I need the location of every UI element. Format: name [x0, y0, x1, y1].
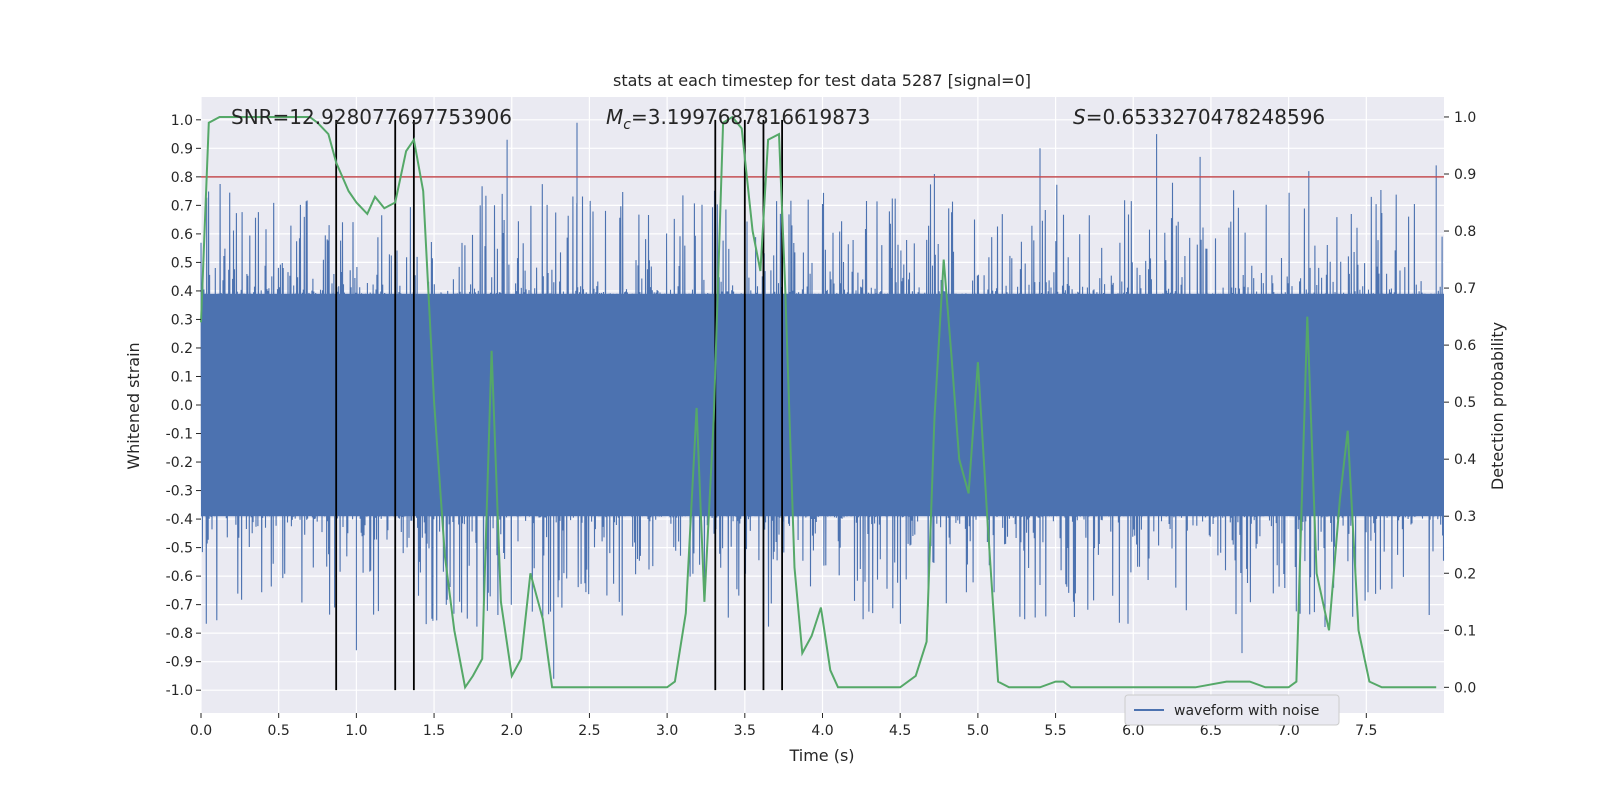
x-tick-label: 1.0 [345, 723, 367, 739]
y-left-tick-label: 0.8 [171, 170, 193, 186]
y-right-tick-label: 1.0 [1454, 110, 1476, 126]
y-axis-left-ticks: 1.0 0.9 0.8 0.7 0.6 0.5 0.4 0.3 0.2 0.1 0.0 -0.1 -0.… [166, 113, 201, 699]
mc-symbol: M [606, 105, 623, 129]
snr-annotation: SNR=12.928077697753906 [231, 105, 512, 129]
y-right-tick-label: 0.0 [1454, 680, 1476, 696]
y-left-tick-label: 0.2 [171, 341, 193, 357]
y-left-tick-label: -0.6 [166, 569, 193, 585]
x-tick-label: 7.5 [1355, 723, 1377, 739]
x-tick-label: 0.0 [190, 723, 212, 739]
x-tick-label: 2.0 [501, 723, 523, 739]
detection-probability-series [200, 115, 1437, 690]
y-axis-left-label: Whitened strain [124, 342, 143, 469]
y-right-tick-label: 0.2 [1454, 566, 1476, 582]
chart-title: stats at each timestep for test data 528… [613, 71, 1031, 90]
y-axis-right-ticks: 1.0 0.9 0.8 0.7 0.6 0.5 0.4 0.3 0.2 0.1 0.0 [1444, 110, 1476, 696]
y-left-tick-label: -0.3 [166, 484, 193, 500]
y-left-tick-label: 0.6 [171, 227, 193, 243]
y-left-tick-label: 0.3 [171, 312, 193, 328]
x-tick-label: 1.5 [423, 723, 445, 739]
x-tick-label: 3.0 [656, 723, 678, 739]
y-left-tick-label: 0.1 [171, 369, 193, 385]
y-right-tick-label: 0.1 [1454, 623, 1476, 639]
y-right-tick-label: 0.6 [1454, 338, 1476, 354]
s-symbol: S [1073, 105, 1086, 129]
waveform-with-noise-series [200, 122, 1445, 679]
y-left-tick-label: 1.0 [171, 113, 193, 129]
y-left-tick-label: 0.0 [171, 398, 193, 414]
mc-subscript: c [623, 117, 631, 133]
y-left-tick-label: -0.8 [166, 626, 193, 642]
x-tick-label: 5.0 [967, 723, 989, 739]
y-right-tick-label: 0.9 [1454, 167, 1476, 183]
x-tick-label: 0.5 [268, 723, 290, 739]
x-axis-ticks: 0.0 0.5 1.0 1.5 2.0 2.5 3.0 3.5 4.0 4.5 5.0 5.5 6.0 6… [190, 713, 1377, 739]
y-left-tick-label: 0.4 [171, 284, 193, 300]
x-tick-label: 2.5 [578, 723, 600, 739]
y-right-tick-label: 0.8 [1454, 224, 1476, 240]
x-tick-label: 5.5 [1044, 723, 1066, 739]
s-annotation: S=0.6533270478248596 [1073, 105, 1325, 129]
y-left-tick-label: -1.0 [166, 683, 193, 699]
x-tick-label: 6.5 [1200, 723, 1222, 739]
mc-annotation: Mc=3.1997687816619873 [606, 105, 870, 133]
s-value: =0.6533270478248596 [1086, 105, 1325, 129]
y-right-tick-label: 0.5 [1454, 395, 1476, 411]
x-tick-label: 4.0 [811, 723, 833, 739]
y-left-tick-label: -0.2 [166, 455, 193, 471]
y-left-tick-label: -0.4 [166, 512, 193, 528]
x-tick-label: 7.0 [1277, 723, 1299, 739]
x-tick-label: 3.5 [734, 723, 756, 739]
waveform-core-band [201, 293, 1444, 517]
y-right-tick-label: 0.4 [1454, 452, 1476, 468]
y-right-tick-label: 0.7 [1454, 281, 1476, 297]
legend: waveform with noise [1124, 694, 1340, 726]
detection-probability-line [200, 115, 1437, 690]
y-left-tick-label: 0.7 [171, 198, 193, 214]
y-right-tick-label: 0.3 [1454, 509, 1476, 525]
mc-value: =3.1997687816619873 [631, 105, 870, 129]
y-left-tick-label: -0.7 [166, 598, 193, 614]
y-left-tick-label: 0.9 [171, 141, 193, 157]
y-axis-right-label: Detection probability [1488, 322, 1507, 490]
y-left-tick-label: -0.9 [166, 655, 193, 671]
y-left-tick-label: 0.5 [171, 255, 193, 271]
legend-label-waveform: waveform with noise [1174, 703, 1319, 719]
x-axis-label: Time (s) [788, 746, 854, 765]
y-left-tick-label: -0.1 [166, 427, 193, 443]
x-tick-label: 6.0 [1122, 723, 1144, 739]
y-left-tick-label: -0.5 [166, 541, 193, 557]
legend-box [1124, 694, 1340, 726]
x-tick-label: 4.5 [889, 723, 911, 739]
